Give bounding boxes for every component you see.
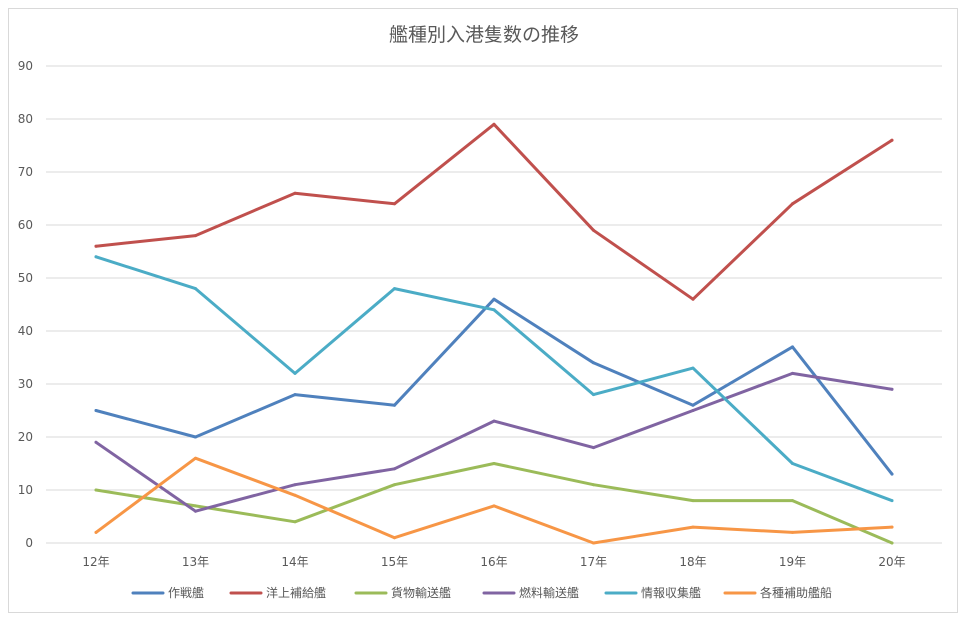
y-tick-label: 80 [18,112,33,126]
data-point [691,297,695,301]
data-point [691,499,695,503]
legend-label: 貨物輸送艦 [391,585,451,600]
data-point [592,393,595,397]
data-point [94,244,98,248]
series-line-1 [94,122,894,301]
legend-label: 燃料輸送艦 [519,585,579,600]
data-point [492,308,496,312]
y-tick-label: 50 [18,271,33,285]
x-tick-label: 16年 [480,555,507,569]
data-point [293,393,297,397]
data-point [194,504,197,508]
data-point [890,541,894,545]
data-point [293,520,297,524]
data-point [492,122,496,126]
data-point [393,467,396,471]
x-tick-label: 12年 [82,555,109,569]
data-point [592,228,595,232]
data-point [293,493,297,497]
data-point [492,462,496,465]
data-point [791,462,794,465]
data-point [194,509,197,513]
data-point [691,525,695,529]
legend-label: 洋上補給艦 [266,585,326,600]
data-point [791,530,794,534]
data-point [194,435,197,439]
y-axis-ticks: 0 10 20 30 40 50 60 70 80 90 [18,59,33,550]
legend-label: 情報収集艦 [641,585,701,600]
data-point [492,297,496,301]
series-line-0 [94,297,894,476]
data-point [791,371,794,375]
data-point [492,504,496,508]
x-tick-label: 18年 [679,555,706,569]
x-tick-label: 20年 [878,555,905,569]
data-point [393,483,396,487]
legend: 作戦艦 洋上補給艦 貨物輸送艦 燃料輸送艦 情報収集艦 各種補助艦船 [131,585,832,600]
data-point [194,234,197,238]
x-tick-label: 14年 [281,555,308,569]
y-tick-label: 40 [18,324,33,338]
data-point [890,525,894,529]
x-tick-label: 15年 [381,555,408,569]
data-point [393,202,396,206]
series-line-3 [94,371,894,513]
x-tick-label: 13年 [182,555,209,569]
data-point [592,361,595,365]
data-point [94,488,98,492]
data-point [592,483,595,487]
data-point [393,287,396,291]
data-point [293,371,297,375]
y-tick-label: 0 [25,536,33,550]
legend-label: 各種補助艦船 [760,585,832,600]
data-point [691,409,695,412]
data-point [393,403,396,407]
data-point [194,287,197,291]
data-point [592,446,595,450]
data-point [890,138,894,142]
data-point [393,536,396,540]
data-point [94,530,98,534]
data-point [293,483,297,487]
y-tick-label: 20 [18,430,33,444]
data-point [592,541,595,545]
data-point [94,255,98,259]
chart-title: 艦種別入港隻数の推移 [389,24,579,46]
data-point [890,472,894,476]
data-point [890,387,894,391]
legend-label: 作戦艦 [168,586,204,600]
y-tick-label: 90 [18,59,33,73]
data-point [194,456,197,460]
data-point [791,499,794,503]
x-tick-label: 17年 [580,555,607,569]
gridlines [46,65,942,544]
data-point [890,499,894,503]
data-point [94,409,98,412]
data-point [691,403,695,407]
series-lines [94,122,894,545]
data-point [791,202,794,206]
x-axis-ticks: 12年 13年 14年 15年 16年 17年 18年 19年 20年 [82,555,905,569]
data-point [492,419,496,423]
data-point [691,366,695,370]
data-point [791,345,794,349]
y-tick-label: 60 [18,218,33,232]
y-tick-label: 70 [18,165,33,179]
data-point [293,191,297,195]
y-tick-label: 30 [18,377,33,391]
x-tick-label: 19年 [779,555,806,569]
data-point [94,440,98,444]
y-tick-label: 10 [18,483,33,497]
